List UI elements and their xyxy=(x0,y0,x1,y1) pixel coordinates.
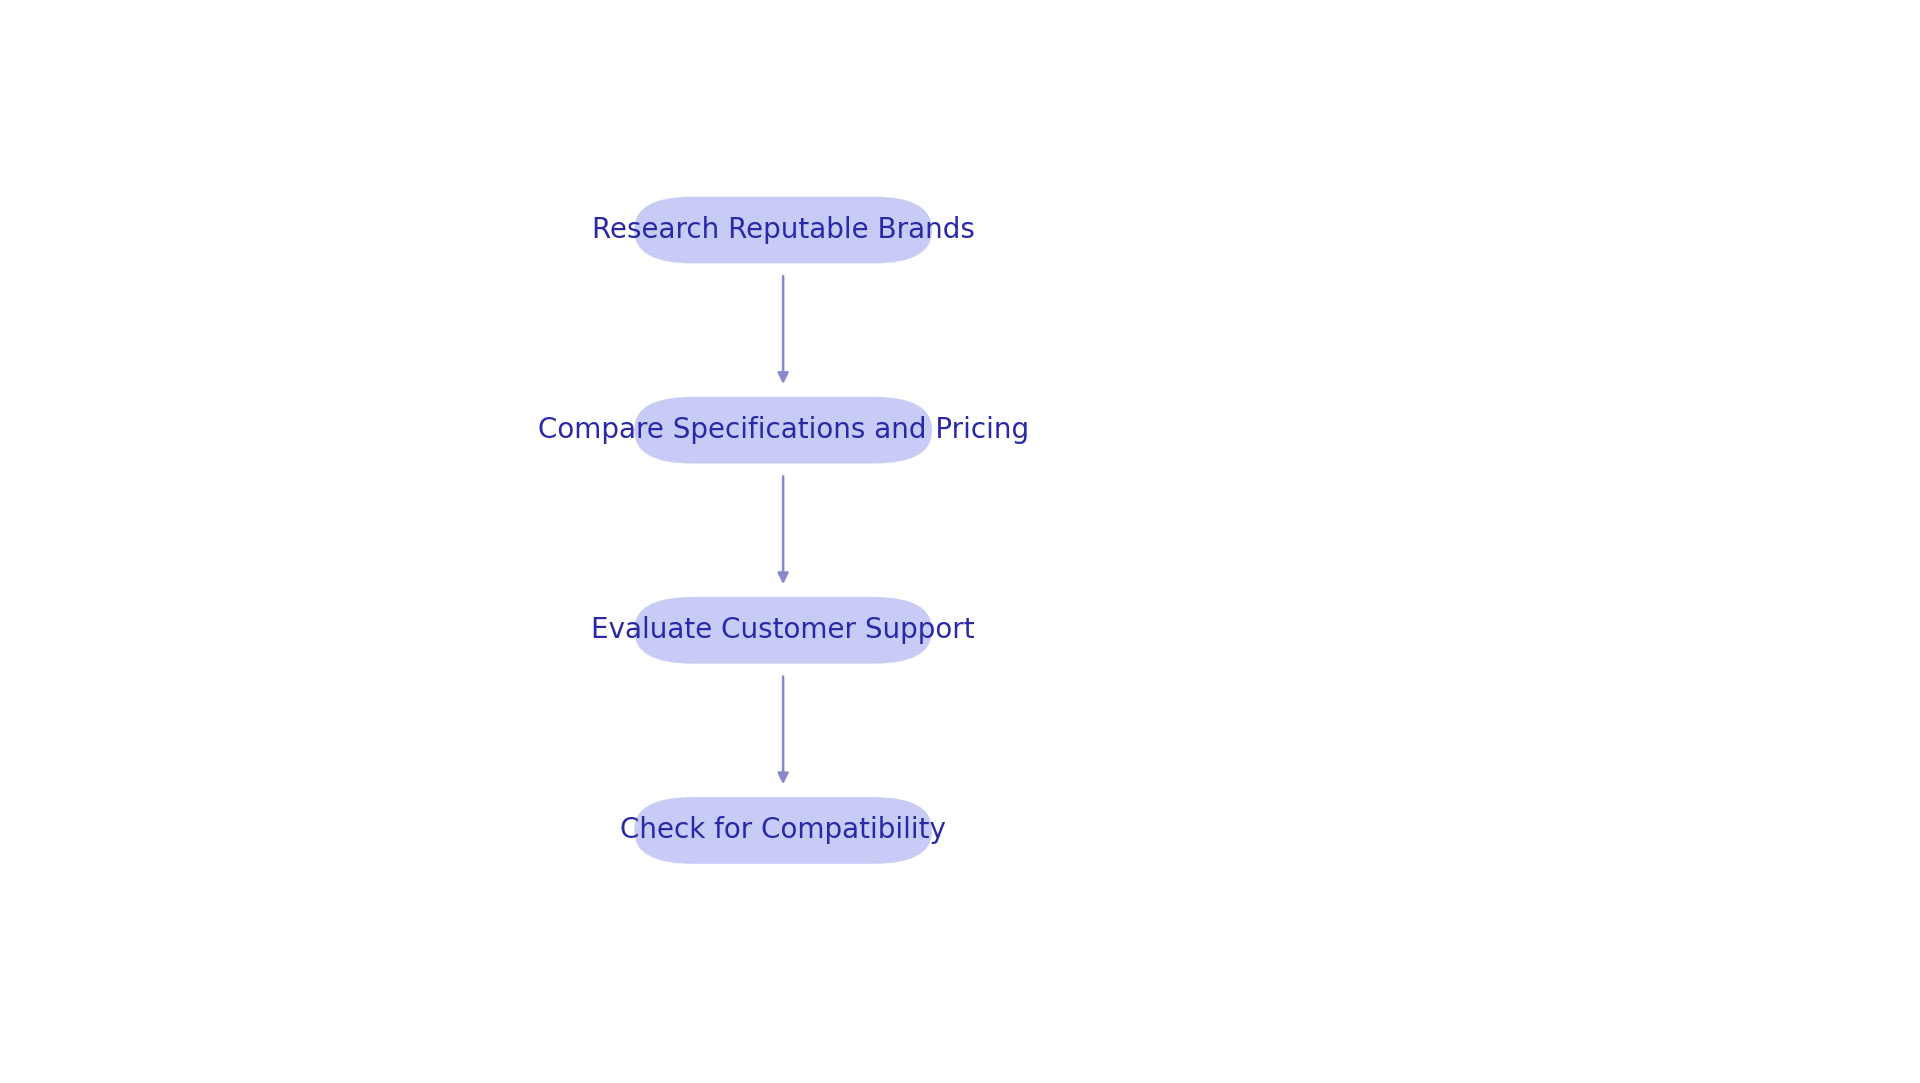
FancyBboxPatch shape xyxy=(634,597,931,664)
Text: Evaluate Customer Support: Evaluate Customer Support xyxy=(591,616,975,644)
FancyBboxPatch shape xyxy=(634,396,931,464)
FancyBboxPatch shape xyxy=(634,197,931,263)
Text: Check for Compatibility: Check for Compatibility xyxy=(620,817,947,845)
Text: Compare Specifications and Pricing: Compare Specifications and Pricing xyxy=(538,416,1029,444)
FancyBboxPatch shape xyxy=(634,797,931,864)
Text: Research Reputable Brands: Research Reputable Brands xyxy=(591,216,975,244)
